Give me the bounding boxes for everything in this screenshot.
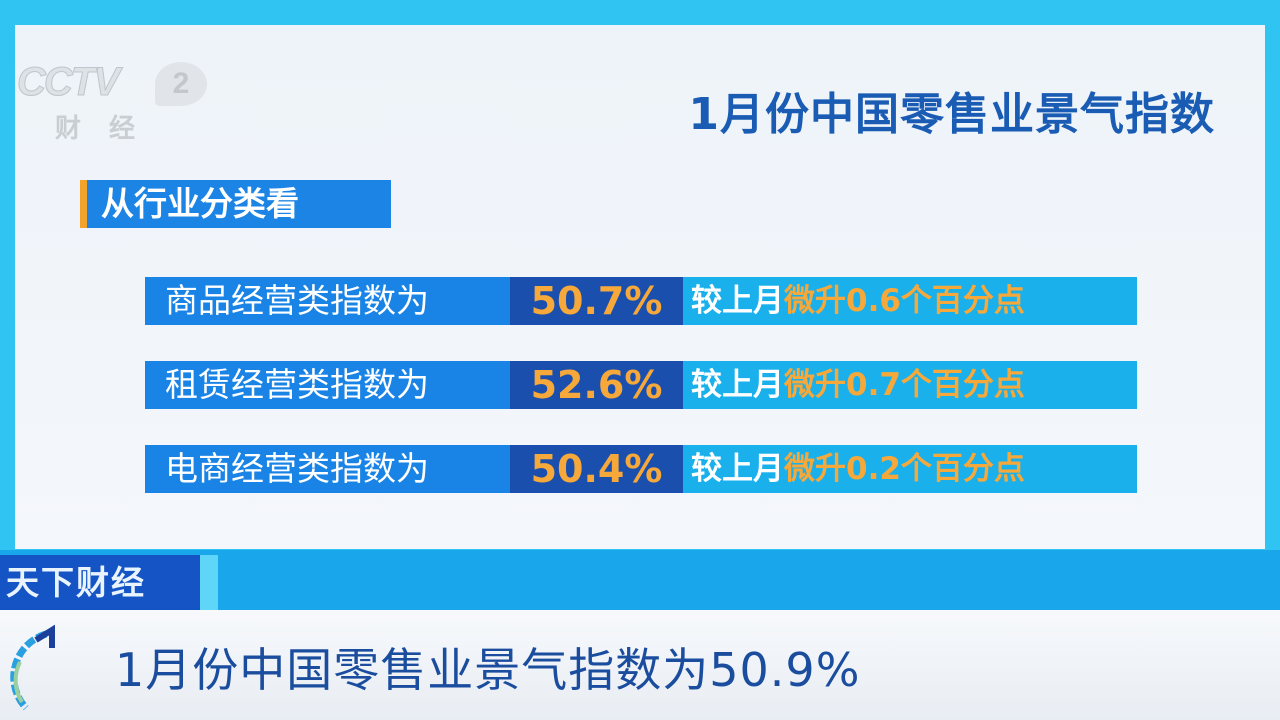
program-name: 天下财经 [0, 555, 200, 610]
row-compare: 较上月 [691, 451, 784, 487]
page-title: 1月份中国零售业景气指数 [688, 89, 1215, 140]
row-change: 较上月微升0.7个百分点 [683, 361, 1137, 409]
ticker-headline: 1月份中国零售业景气指数为50.9% [115, 643, 861, 697]
section-heading: 从行业分类看 [80, 180, 391, 228]
ticker-bar [0, 610, 1280, 720]
index-row: 电商经营类指数为 50.4% 较上月微升0.2个百分点 [145, 445, 1137, 493]
row-change-amount: 微升0.6个百分点 [784, 283, 1025, 319]
logo-cctv-text: CCTV [17, 60, 121, 105]
row-compare: 较上月 [691, 367, 784, 403]
index-row: 租赁经营类指数为 52.6% 较上月微升0.7个百分点 [145, 361, 1137, 409]
row-label: 商品经营类指数为 [145, 277, 510, 325]
index-row: 商品经营类指数为 50.7% 较上月微升0.6个百分点 [145, 277, 1137, 325]
row-change: 较上月微升0.6个百分点 [683, 277, 1137, 325]
row-change-amount: 微升0.7个百分点 [784, 367, 1025, 403]
logo-subtitle: 财经 [55, 114, 164, 144]
row-label: 租赁经营类指数为 [145, 361, 510, 409]
row-change-amount: 微升0.2个百分点 [784, 451, 1025, 487]
row-value: 50.7% [510, 277, 683, 325]
row-value: 50.4% [510, 445, 683, 493]
row-label: 电商经营类指数为 [145, 445, 510, 493]
row-compare: 较上月 [691, 283, 784, 319]
row-value: 52.6% [510, 361, 683, 409]
logo-channel-number: 2 [155, 62, 207, 106]
ticker-arc-logo-icon [10, 624, 55, 711]
cctv2-logo: CCTV 2 财经 [15, 60, 207, 145]
band-stripe [200, 555, 218, 610]
row-change: 较上月微升0.2个百分点 [683, 445, 1137, 493]
